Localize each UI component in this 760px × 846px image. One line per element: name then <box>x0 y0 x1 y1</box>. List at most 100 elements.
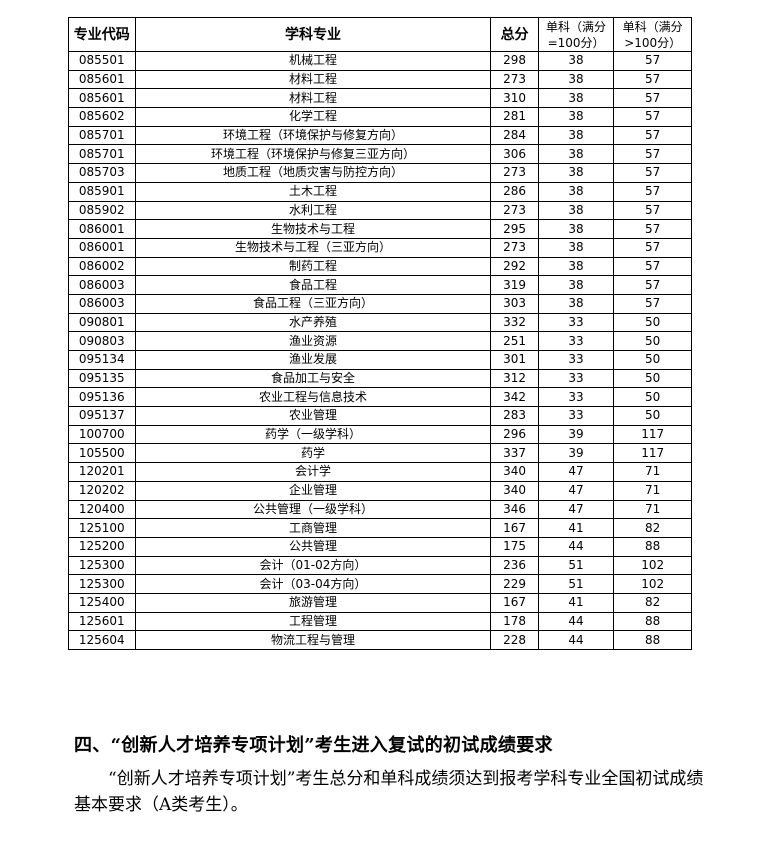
cell-major-name: 农业管理 <box>134 406 492 426</box>
cell-single-over-100: 50 <box>613 331 692 351</box>
cell-major-name: 公共管理（一级学科） <box>134 499 492 520</box>
cell-major-code: 120201 <box>68 462 136 482</box>
cell-total-score: 284 <box>490 125 539 146</box>
cell-total-score: 283 <box>490 406 539 426</box>
cell-major-name: 食品工程（三亚方向） <box>134 293 492 314</box>
cell-major-code: 125604 <box>68 630 136 650</box>
table-row: 125400 旅游管理 167 41 82 <box>68 592 692 613</box>
cell-single-100: 38 <box>537 88 615 109</box>
cell-major-code: 085902 <box>68 200 136 221</box>
cell-major-name: 食品加工与安全 <box>134 368 492 389</box>
cell-total-score: 296 <box>490 424 539 445</box>
cell-major-code: 125200 <box>68 536 136 557</box>
cell-single-100: 38 <box>537 219 615 239</box>
cell-total-score: 229 <box>490 574 539 594</box>
table-row: 085601 材料工程 310 38 57 <box>68 88 692 109</box>
cell-major-name: 药学（一级学科） <box>134 424 492 445</box>
cell-major-code: 090801 <box>68 312 136 333</box>
cell-major-name: 生物技术与工程 <box>134 219 492 239</box>
cell-major-code: 105500 <box>68 443 136 464</box>
cell-total-score: 167 <box>490 518 539 538</box>
cell-single-100: 38 <box>537 144 615 165</box>
cell-major-code: 085703 <box>68 163 136 183</box>
cell-single-100: 33 <box>537 312 615 333</box>
cell-total-score: 167 <box>490 592 539 613</box>
cell-single-100: 38 <box>537 256 615 277</box>
cell-single-over-100: 102 <box>613 574 692 594</box>
cell-major-code: 095136 <box>68 387 136 408</box>
cell-major-code: 120202 <box>68 480 136 501</box>
cell-total-score: 295 <box>490 219 539 239</box>
cell-major-name: 物流工程与管理 <box>134 630 492 650</box>
cell-single-100: 47 <box>537 462 615 482</box>
cell-single-100: 38 <box>537 107 615 127</box>
cell-major-code: 125400 <box>68 592 136 613</box>
cell-single-100: 38 <box>537 125 615 146</box>
cell-total-score: 281 <box>490 107 539 127</box>
cell-major-code: 085602 <box>68 107 136 127</box>
cell-single-100: 44 <box>537 536 615 557</box>
cell-single-over-100: 50 <box>613 312 692 333</box>
cell-single-over-100: 57 <box>613 256 692 277</box>
cell-major-name: 公共管理 <box>134 536 492 557</box>
cell-single-over-100: 71 <box>613 480 692 501</box>
cell-major-code: 095135 <box>68 368 136 389</box>
cell-single-100: 38 <box>537 163 615 183</box>
table-row: 125200 公共管理 175 44 88 <box>68 536 692 557</box>
table-row: 086002 制药工程 292 38 57 <box>68 256 692 277</box>
cell-single-100: 38 <box>537 293 615 314</box>
table-row: 120202 企业管理 340 47 71 <box>68 480 692 501</box>
table-row: 086001 生物技术与工程（三亚方向） 273 38 57 <box>68 237 692 258</box>
cell-total-score: 273 <box>490 200 539 221</box>
cell-major-code: 085601 <box>68 88 136 109</box>
table-row: 100700 药学（一级学科） 296 39 117 <box>68 424 692 445</box>
table-row: 125300 会计（03-04方向） 229 51 102 <box>68 574 692 594</box>
table-row: 105500 药学 337 39 117 <box>68 443 692 464</box>
cell-major-code: 125100 <box>68 518 136 538</box>
cell-total-score: 175 <box>490 536 539 557</box>
cell-single-100: 47 <box>537 480 615 501</box>
cell-single-100: 41 <box>537 592 615 613</box>
cell-major-code: 086003 <box>68 275 136 295</box>
header-single-100: 单科（满分=100分） <box>537 17 615 52</box>
cell-single-over-100: 50 <box>613 350 692 370</box>
cell-single-100: 51 <box>537 555 615 576</box>
cell-major-code: 086003 <box>68 293 136 314</box>
cell-single-over-100: 57 <box>613 51 692 71</box>
cell-single-over-100: 57 <box>613 219 692 239</box>
cell-single-100: 39 <box>537 443 615 464</box>
cell-single-100: 44 <box>537 611 615 632</box>
cell-single-100: 38 <box>537 237 615 258</box>
cell-major-code: 085901 <box>68 181 136 202</box>
table-row: 085902 水利工程 273 38 57 <box>68 200 692 221</box>
cell-total-score: 273 <box>490 237 539 258</box>
cell-single-over-100: 50 <box>613 406 692 426</box>
header-major-code: 专业代码 <box>68 17 136 52</box>
cell-major-code: 125300 <box>68 574 136 594</box>
cell-single-over-100: 57 <box>613 88 692 109</box>
cell-single-over-100: 57 <box>613 181 692 202</box>
cell-major-code: 125601 <box>68 611 136 632</box>
table-row: 125300 会计（01-02方向） 236 51 102 <box>68 555 692 576</box>
cell-major-code: 085701 <box>68 144 136 165</box>
cell-major-code: 086001 <box>68 237 136 258</box>
table-row: 090803 渔业资源 251 33 50 <box>68 331 692 351</box>
score-requirements-table: 专业代码 学科专业 总分 单科（满分=100分） 单科（满分>100分） 085… <box>68 17 692 650</box>
cell-single-100: 51 <box>537 574 615 594</box>
cell-total-score: 301 <box>490 350 539 370</box>
cell-major-name: 水利工程 <box>134 200 492 221</box>
cell-single-100: 44 <box>537 630 615 650</box>
table-header-row: 专业代码 学科专业 总分 单科（满分=100分） 单科（满分>100分） <box>68 17 692 52</box>
cell-single-100: 39 <box>537 424 615 445</box>
table-row: 085501 机械工程 298 38 57 <box>68 51 692 71</box>
cell-single-over-100: 57 <box>613 125 692 146</box>
cell-major-name: 地质工程（地质灾害与防控方向） <box>134 163 492 183</box>
cell-single-100: 33 <box>537 350 615 370</box>
header-major-name: 学科专业 <box>134 17 492 52</box>
cell-single-over-100: 57 <box>613 69 692 90</box>
table-row: 085701 环境工程（环境保护与修复三亚方向） 306 38 57 <box>68 144 692 165</box>
cell-total-score: 178 <box>490 611 539 632</box>
cell-major-name: 会计学 <box>134 462 492 482</box>
cell-single-over-100: 71 <box>613 499 692 520</box>
cell-single-over-100: 88 <box>613 630 692 650</box>
